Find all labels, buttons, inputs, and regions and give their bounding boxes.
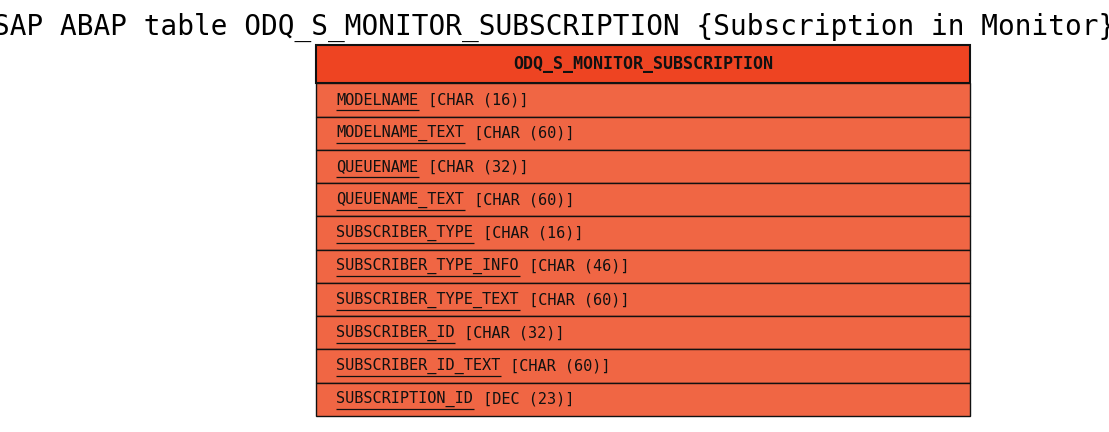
Text: SUBSCRIBER_TYPE_INFO: SUBSCRIBER_TYPE_INFO bbox=[336, 258, 519, 274]
Text: SUBSCRIBER_TYPE: SUBSCRIBER_TYPE bbox=[336, 225, 472, 241]
Text: [CHAR (60)]: [CHAR (60)] bbox=[465, 192, 574, 207]
FancyBboxPatch shape bbox=[316, 349, 970, 383]
Text: [CHAR (32)]: [CHAR (32)] bbox=[419, 159, 528, 174]
Text: QUEUENAME: QUEUENAME bbox=[336, 159, 418, 174]
Text: [CHAR (32)]: [CHAR (32)] bbox=[456, 325, 564, 340]
FancyBboxPatch shape bbox=[316, 283, 970, 316]
Text: ODQ_S_MONITOR_SUBSCRIPTION: ODQ_S_MONITOR_SUBSCRIPTION bbox=[513, 55, 773, 73]
Text: SUBSCRIPTION_ID: SUBSCRIPTION_ID bbox=[336, 391, 472, 407]
Text: [CHAR (46)]: [CHAR (46)] bbox=[520, 259, 629, 274]
Text: [CHAR (16)]: [CHAR (16)] bbox=[474, 226, 583, 241]
Text: QUEUENAME_TEXT: QUEUENAME_TEXT bbox=[336, 192, 464, 208]
FancyBboxPatch shape bbox=[316, 383, 970, 416]
Text: [CHAR (60)]: [CHAR (60)] bbox=[501, 359, 611, 374]
Text: MODELNAME: MODELNAME bbox=[336, 92, 418, 108]
Text: [DEC (23)]: [DEC (23)] bbox=[474, 392, 574, 407]
FancyBboxPatch shape bbox=[316, 150, 970, 183]
FancyBboxPatch shape bbox=[316, 183, 970, 216]
FancyBboxPatch shape bbox=[316, 117, 970, 150]
FancyBboxPatch shape bbox=[316, 316, 970, 349]
FancyBboxPatch shape bbox=[316, 216, 970, 250]
Text: SAP ABAP table ODQ_S_MONITOR_SUBSCRIPTION {Subscription in Monitor}: SAP ABAP table ODQ_S_MONITOR_SUBSCRIPTIO… bbox=[0, 13, 1109, 42]
Text: [CHAR (16)]: [CHAR (16)] bbox=[419, 92, 528, 108]
Text: [CHAR (60)]: [CHAR (60)] bbox=[465, 126, 574, 141]
FancyBboxPatch shape bbox=[316, 83, 970, 117]
FancyBboxPatch shape bbox=[316, 45, 970, 83]
FancyBboxPatch shape bbox=[316, 250, 970, 283]
Text: SUBSCRIBER_TYPE_TEXT: SUBSCRIBER_TYPE_TEXT bbox=[336, 292, 519, 308]
Text: SUBSCRIBER_ID_TEXT: SUBSCRIBER_ID_TEXT bbox=[336, 358, 500, 374]
Text: [CHAR (60)]: [CHAR (60)] bbox=[520, 292, 629, 307]
Text: SUBSCRIBER_ID: SUBSCRIBER_ID bbox=[336, 325, 455, 341]
Text: MODELNAME_TEXT: MODELNAME_TEXT bbox=[336, 125, 464, 141]
